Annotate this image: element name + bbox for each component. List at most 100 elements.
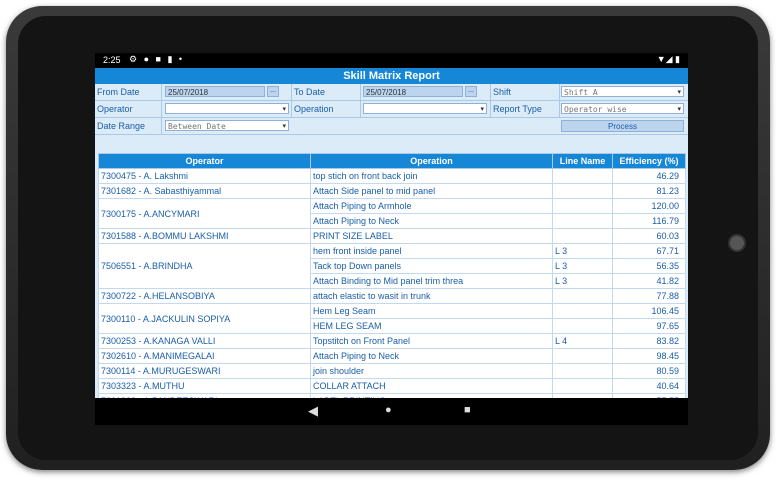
status-time: 2:25 [103,55,121,65]
skill-matrix-app: Skill Matrix Report From Date 25/07/2018… [95,68,688,398]
table-row[interactable]: HEM LEG SEAM 97.65 [99,318,686,334]
table-row[interactable]: 7301322 - A.PANDEESWARILABEL PRINTING55.… [98,393,686,398]
column-header-operation[interactable]: Operation [310,153,553,169]
to-date-picker-button[interactable]: ... [465,86,477,97]
line-name-cell [552,348,613,364]
operation-cell: Topstitch on Front Panel [310,333,553,349]
line-name-cell [552,318,613,334]
operator-cell: 7506551 - A.BRINDHA [98,243,311,289]
operation-cell: attach elastic to wasit in trunk [310,288,553,304]
table-row[interactable]: 7300475 - A. Lakshmi top stich on front b… [98,168,686,184]
line-name-cell [552,183,613,199]
operator-cell: 7300114 - A.MURUGESWARI [98,363,311,379]
date-range-select[interactable]: Between Date ▾ [165,120,289,131]
line-name-cell [552,213,613,229]
from-date-field[interactable]: 25/07/2018 [165,86,265,97]
signal-battery-icons: ▼◢ ▮ [656,54,680,64]
table-row[interactable]: 7300114 - A.MURUGESWARI join shoulder 80.5… [98,363,686,379]
shift-select[interactable]: Shift A ▾ [561,86,684,97]
filter-row-range: Date Range Between Date ▾ Process [95,118,688,135]
column-header-line-name[interactable]: Line Name [552,153,613,169]
date-range-label: Date Range [95,118,162,134]
line-name-cell [552,198,613,214]
line-name-cell [552,168,613,184]
operation-cell: join shoulder [310,363,553,379]
efficiency-cell: 106.45 [612,303,686,319]
shift-select-value: Shift A [564,88,598,97]
notification-icons: ⚙ ● ■ ▮ • [129,54,185,64]
table-row[interactable]: 7301588 - A.BOMMU LAKSHMI PRINT SIZE LABE… [98,228,686,244]
operation-cell: Attach Piping to Neck [310,348,553,364]
operation-label: Operation [291,101,361,117]
operator-cell: 7300475 - A. Lakshmi [98,168,311,184]
efficiency-cell: 98.45 [612,348,686,364]
efficiency-cell: 80.59 [612,363,686,379]
table-row[interactable]: 7300175 - A.ANCYMARI Attach Piping to Arm… [98,198,686,229]
operator-cell: 7303323 - A.MUTHU [98,378,311,394]
operator-cell: 7300175 - A.ANCYMARI [98,198,311,229]
camera-icon [728,234,746,252]
table-row[interactable]: 7302610 - A.MANIMEGALAI Attach Piping to … [98,348,686,364]
table-row[interactable]: 7300253 - A.KANAGA VALLI Topstitch on Fro… [98,333,686,349]
operation-cell: HEM LEG SEAM [310,318,553,334]
chevron-down-icon: ▾ [480,106,484,113]
report-type-select-value: Operator wise [564,105,627,114]
operation-cell: COLLAR ATTACH [310,378,553,394]
efficiency-cell: 83.82 [612,333,686,349]
column-header-operator[interactable]: Operator [98,153,311,169]
efficiency-cell: 77.88 [612,288,686,304]
operation-cell: Attach Binding to Mid panel trim threa [310,273,553,289]
efficiency-cell: 56.35 [612,258,686,274]
operator-cell: 7300722 - A.HELANSOBIYA [98,288,311,304]
line-name-cell: L 4 [552,333,613,349]
device-screen: 2:25 ⚙ ● ■ ▮ • ▼◢ ▮ Skill Matrix Report … [95,53,688,425]
skill-matrix-table: Operator Operation Line Name Efficiency … [98,153,686,398]
recents-icon[interactable]: ■ [464,404,471,416]
home-icon[interactable]: ● [385,404,392,416]
line-name-cell: L 3 [552,258,613,274]
efficiency-cell: 60.03 [612,228,686,244]
table-row[interactable]: 7301682 - A. Sabasthiyammal Attach Side p… [98,183,686,199]
line-name-cell [552,303,613,319]
efficiency-cell: 81.23 [612,183,686,199]
table-row[interactable]: 7303323 - A.MUTHU COLLAR ATTACH 40.64 [98,378,686,394]
operator-select[interactable]: ▾ [165,103,289,114]
table-body: 7300475 - A. Lakshmi top stich on front b… [98,168,686,398]
operation-select[interactable]: ▾ [363,103,487,114]
line-name-cell [552,288,613,304]
operation-cell: Attach Piping to Neck [310,213,553,229]
process-button[interactable]: Process [561,120,684,132]
report-type-select[interactable]: Operator wise ▾ [561,103,684,114]
operator-cell: 7300110 - A.JACKULIN SOPIYA [98,303,311,334]
table-row[interactable]: Attach Binding to Mid panel trim threa L … [99,273,686,289]
operation-cell: PRINT SIZE LABEL [310,228,553,244]
operator-cell: 7301682 - A. Sabasthiyammal [98,183,311,199]
chevron-down-icon: ▾ [282,106,286,113]
efficiency-cell: 116.79 [612,213,686,229]
operation-cell: Hem Leg Seam [310,303,553,319]
back-icon[interactable]: ◀ [308,403,318,418]
line-name-cell: L 3 [552,273,613,289]
efficiency-cell: 55.55 [612,393,686,398]
operation-cell: hem front inside panel [310,243,553,259]
table-row[interactable]: 7300722 - A.HELANSOBIYA attach elastic to… [98,288,686,304]
column-header-efficiency[interactable]: Efficiency (%) [612,153,686,169]
chevron-down-icon: ▾ [677,106,681,113]
to-date-field[interactable]: 25/07/2018 [363,86,463,97]
line-name-cell [552,363,613,379]
shift-label: Shift [490,84,560,100]
efficiency-cell: 97.65 [612,318,686,334]
efficiency-cell: 46.29 [612,168,686,184]
table-row[interactable]: Tack top Down panels L 3 56.35 [99,258,686,274]
from-date-picker-button[interactable]: ... [267,86,279,97]
status-bar: 2:25 ⚙ ● ■ ▮ • ▼◢ ▮ [95,53,688,68]
operation-cell: Attach Piping to Armhole [310,198,553,214]
line-name-cell [552,228,613,244]
table-row[interactable]: 7300110 - A.JACKULIN SOPIYA Hem Leg Seam 1… [98,303,686,334]
filter-row-dates: From Date 25/07/2018 ... To Date 25/07/2… [95,84,688,101]
line-name-cell [552,378,613,394]
operator-cell: 7300253 - A.KANAGA VALLI [98,333,311,349]
table-row[interactable]: 7506551 - A.BRINDHA hem front inside pane… [98,243,686,289]
line-name-cell: L 3 [552,243,613,259]
operation-cell: Tack top Down panels [310,258,553,274]
